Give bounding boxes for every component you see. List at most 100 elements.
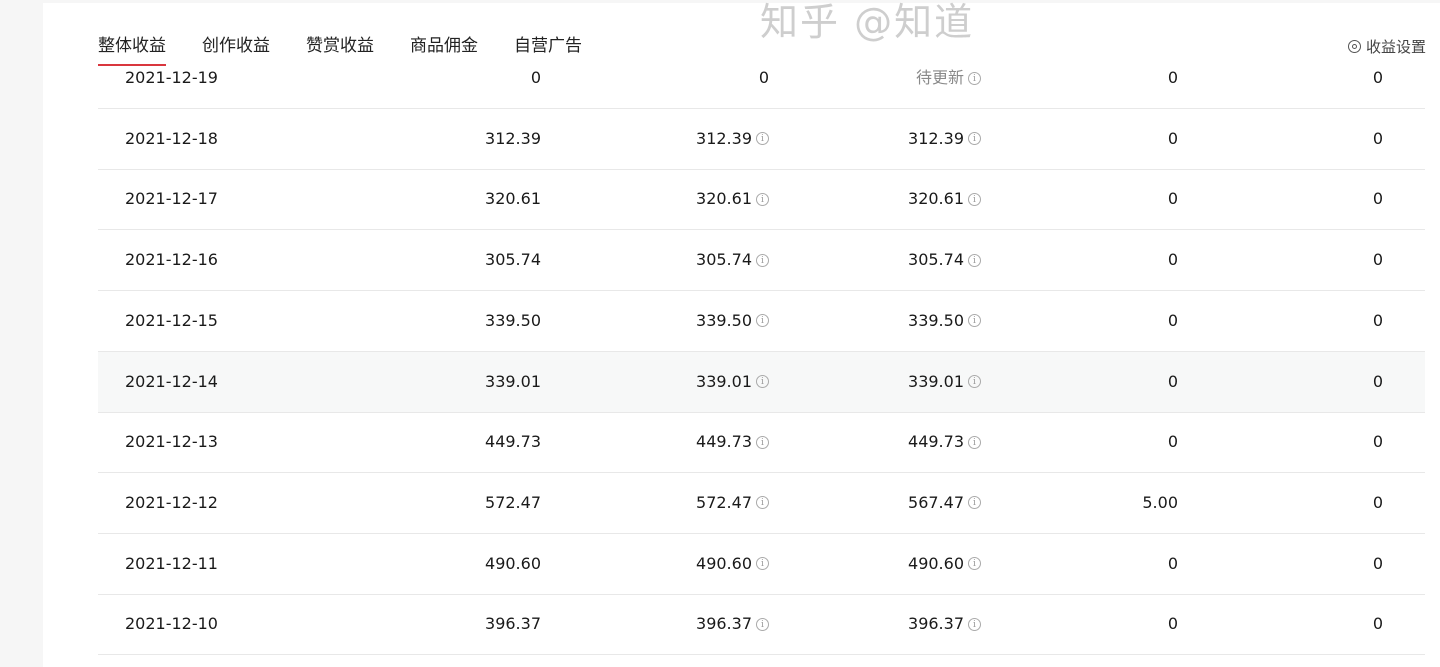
column3-cell-value: 待更新 <box>915 68 964 87</box>
info-icon[interactable]: i <box>968 617 981 631</box>
info-icon[interactable]: i <box>968 132 981 146</box>
table-row: 2021-12-19 0 0 待更新 i 0 0 <box>98 48 1425 109</box>
date-cell: 2021-12-18 <box>125 109 218 169</box>
column3-cell-value: 312.39 <box>908 128 964 148</box>
column3-cell: 339.50 i <box>908 291 981 351</box>
column4-cell-value: 0 <box>1167 128 1178 148</box>
column2-cell: 490.60 i <box>696 534 769 594</box>
total-cell-value: 339.01 <box>485 371 541 391</box>
column5-cell-value: 0 <box>1372 432 1383 452</box>
column4-cell-value: 0 <box>1167 189 1178 209</box>
date-cell: 2021-12-17 <box>125 169 218 229</box>
info-icon[interactable]: i <box>968 314 981 328</box>
total-cell: 490.60 <box>485 534 541 594</box>
total-cell-value: 320.61 <box>485 189 541 209</box>
column4-cell: 0 <box>1168 594 1178 654</box>
info-icon[interactable]: i <box>756 314 769 328</box>
date-cell-value: 2021-12-11 <box>125 553 218 573</box>
column2-cell-value: 320.61 <box>696 189 752 209</box>
column3-cell-value: 567.47 <box>908 492 964 512</box>
date-cell-value: 2021-12-14 <box>125 371 218 391</box>
column5-cell: 0 <box>1373 473 1383 533</box>
tab-self-ads[interactable]: 自营广告 <box>514 36 582 56</box>
info-icon[interactable]: i <box>968 192 981 206</box>
column4-cell: 5.00 <box>1142 473 1178 533</box>
column4-cell: 0 <box>1168 169 1178 229</box>
date-cell-value: 2021-12-10 <box>125 614 218 634</box>
info-icon[interactable]: i <box>968 253 981 267</box>
info-icon[interactable]: i <box>968 435 981 449</box>
column3-cell: 490.60 i <box>908 534 981 594</box>
tab-appreciation[interactable]: 赞赏收益 <box>306 36 374 56</box>
column5-cell: 0 <box>1373 291 1383 351</box>
info-icon[interactable]: i <box>756 375 769 388</box>
column4-cell-value: 0 <box>1167 68 1178 87</box>
date-cell-value: 2021-12-19 <box>125 68 218 87</box>
date-cell: 2021-12-10 <box>125 594 218 654</box>
column5-cell-value: 0 <box>1372 310 1383 330</box>
total-cell: 0 <box>531 48 541 108</box>
column2-cell-value: 449.73 <box>696 432 752 452</box>
column2-cell: 312.39 i <box>696 109 769 169</box>
info-icon[interactable]: i <box>968 496 981 510</box>
column5-cell: 0 <box>1373 534 1383 594</box>
column3-cell: 567.47 i <box>908 473 981 533</box>
info-icon[interactable]: i <box>756 557 769 571</box>
table-row: 2021-12-10 396.37 396.37 i 396.37 i 0 0 <box>98 594 1425 656</box>
column4-cell: 0 <box>1168 352 1178 412</box>
column5-cell-value: 0 <box>1372 189 1383 209</box>
date-cell: 2021-12-14 <box>125 352 218 412</box>
total-cell-value: 490.60 <box>485 553 541 573</box>
column5-cell-value: 0 <box>1372 553 1383 573</box>
column4-cell-value: 5.00 <box>1142 492 1178 512</box>
table-row: 2021-12-16 305.74 305.74 i 305.74 i 0 0 <box>98 230 1425 292</box>
settings-icon <box>1347 40 1361 53</box>
tab-overall[interactable]: 整体收益 <box>98 31 166 66</box>
info-icon[interactable]: i <box>968 71 981 85</box>
date-cell: 2021-12-15 <box>125 291 218 351</box>
column2-cell-value: 490.60 <box>696 553 752 573</box>
date-cell: 2021-12-13 <box>125 412 218 472</box>
total-cell: 396.37 <box>485 594 541 654</box>
column2-cell-value: 312.39 <box>696 128 752 148</box>
total-cell: 339.50 <box>485 291 541 351</box>
column2-cell: 320.61 i <box>696 169 769 229</box>
earnings-tabs: 整体收益 创作收益 赞赏收益 商品佣金 自营广告 <box>98 31 618 66</box>
column3-cell: 320.61 i <box>908 169 981 229</box>
info-icon[interactable]: i <box>756 192 769 206</box>
column5-cell-value: 0 <box>1372 68 1383 87</box>
column2-cell: 449.73 i <box>696 412 769 472</box>
tab-commission[interactable]: 商品佣金 <box>410 36 478 56</box>
info-icon[interactable]: i <box>756 132 769 146</box>
info-icon[interactable]: i <box>968 375 981 388</box>
column3-cell-value: 396.37 <box>908 614 964 634</box>
watermark: 知乎 @知道 <box>760 0 975 44</box>
earnings-settings-button[interactable]: 收益设置 <box>1347 36 1426 57</box>
info-icon[interactable]: i <box>756 253 769 267</box>
column2-cell-value: 339.50 <box>696 310 752 330</box>
column4-cell: 0 <box>1168 534 1178 594</box>
column4-cell-value: 0 <box>1167 614 1178 634</box>
info-icon[interactable]: i <box>968 557 981 571</box>
column3-cell-value: 320.61 <box>908 189 964 209</box>
settings-label: 收益设置 <box>1365 38 1426 56</box>
column4-cell: 0 <box>1168 412 1178 472</box>
column5-cell: 0 <box>1373 48 1383 108</box>
info-icon[interactable]: i <box>756 617 769 631</box>
column2-cell: 339.01 i <box>696 352 769 412</box>
column4-cell: 0 <box>1168 109 1178 169</box>
column5-cell-value: 0 <box>1372 128 1383 148</box>
info-icon[interactable]: i <box>756 435 769 449</box>
column2-cell-value: 572.47 <box>696 492 752 512</box>
total-cell-value: 449.73 <box>485 432 541 452</box>
table-row: 2021-12-18 312.39 312.39 i 312.39 i 0 0 <box>98 109 1425 170</box>
date-cell: 2021-12-11 <box>125 534 218 594</box>
column2-cell-value: 339.01 <box>696 371 752 391</box>
total-cell-value: 396.37 <box>485 614 541 634</box>
tab-creation[interactable]: 创作收益 <box>202 36 270 56</box>
table-row: 2021-12-15 339.50 339.50 i 339.50 i 0 0 <box>98 291 1425 352</box>
column5-cell: 0 <box>1373 109 1383 169</box>
info-icon[interactable]: i <box>756 496 769 510</box>
column2-cell-value: 396.37 <box>696 614 752 634</box>
column3-cell: 449.73 i <box>908 412 981 472</box>
